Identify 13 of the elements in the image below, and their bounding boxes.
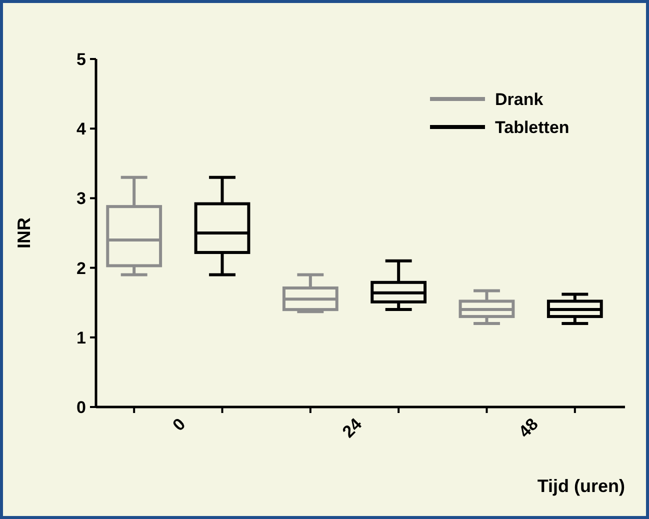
- y-tick-label: 4: [76, 120, 87, 139]
- y-tick-label: 0: [76, 398, 86, 417]
- y-tick-label: 5: [76, 50, 86, 69]
- y-axis-title: INR: [14, 218, 34, 248]
- y-tick-label: 2: [76, 258, 86, 278]
- y-tick-label: 1: [76, 328, 86, 348]
- y-tick-label: 3: [76, 189, 86, 208]
- legend-label: Drank: [495, 90, 544, 109]
- legend-label: Tabletten: [495, 118, 570, 137]
- x-axis-title: Tijd (uren): [537, 476, 625, 496]
- x-tick-label: 48: [515, 414, 542, 442]
- x-tick-label: 0: [169, 414, 190, 435]
- x-tick-label: 24: [338, 414, 366, 442]
